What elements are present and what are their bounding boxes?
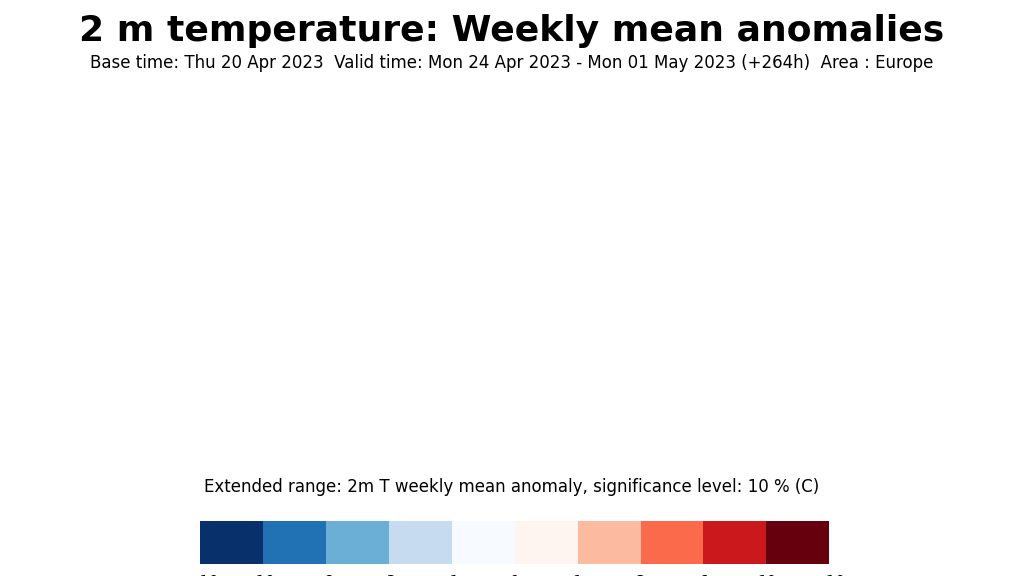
- Bar: [578, 521, 641, 564]
- Bar: [389, 521, 452, 564]
- Bar: [452, 521, 514, 564]
- Text: -6: -6: [318, 575, 333, 576]
- Bar: [262, 521, 326, 564]
- Text: >10: >10: [813, 575, 846, 576]
- Text: 2 m temperature: Weekly mean anomalies: 2 m temperature: Weekly mean anomalies: [80, 14, 944, 48]
- Bar: [326, 521, 389, 564]
- Text: -3: -3: [381, 575, 396, 576]
- Text: 0: 0: [510, 575, 519, 576]
- Text: 3: 3: [636, 575, 645, 576]
- Text: 10: 10: [757, 575, 776, 576]
- Bar: [514, 521, 578, 564]
- Bar: [200, 521, 262, 564]
- Text: Extended range: 2m T weekly mean anomaly, significance level: 10 % (C): Extended range: 2m T weekly mean anomaly…: [205, 478, 819, 496]
- Text: -1: -1: [444, 575, 459, 576]
- Text: 6: 6: [698, 575, 709, 576]
- Bar: [641, 521, 703, 564]
- Text: -10: -10: [250, 575, 275, 576]
- Text: 1: 1: [572, 575, 583, 576]
- Text: Base time: Thu 20 Apr 2023  Valid time: Mon 24 Apr 2023 - Mon 01 May 2023 (+264h: Base time: Thu 20 Apr 2023 Valid time: M…: [90, 54, 934, 72]
- Bar: [766, 521, 829, 564]
- Text: <-10: <-10: [181, 575, 218, 576]
- Bar: [703, 521, 766, 564]
